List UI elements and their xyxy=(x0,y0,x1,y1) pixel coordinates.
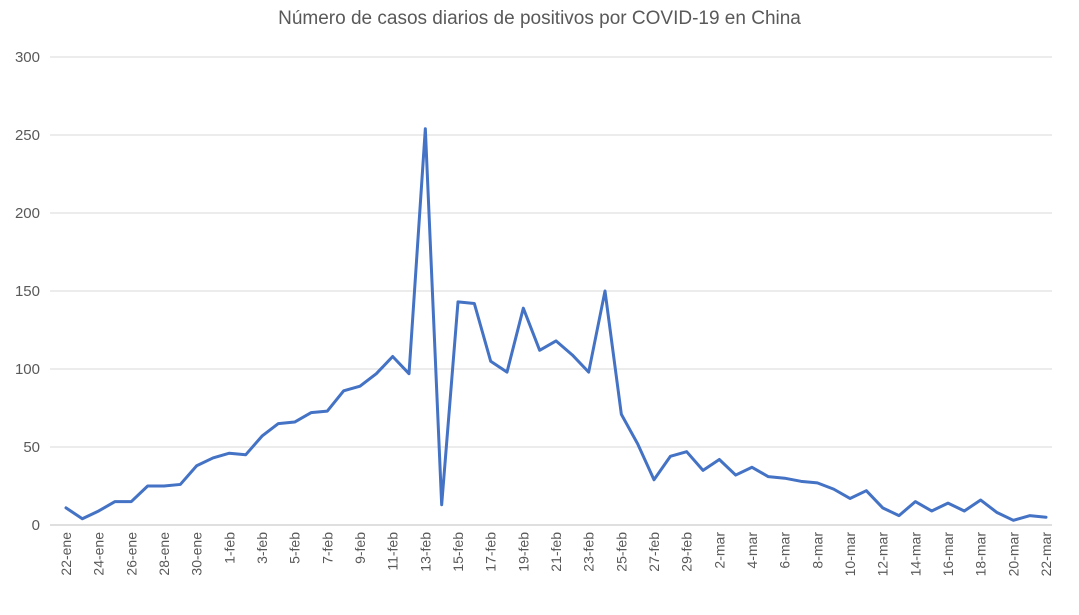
x-tick-label: 15-feb xyxy=(450,532,466,572)
y-tick-label: 100 xyxy=(15,361,40,378)
x-tick-label: 5-feb xyxy=(287,532,303,564)
x-tick-label: 30-ene xyxy=(189,532,205,576)
x-tick-label: 20-mar xyxy=(1005,532,1021,577)
x-tick-label: 1-feb xyxy=(221,532,237,564)
y-axis-ticks: 0 50 100 150 200 250 300 xyxy=(15,49,40,534)
x-tick-label: 21-feb xyxy=(548,532,564,572)
x-tick-label: 19-feb xyxy=(515,532,531,572)
x-tick-label: 23-feb xyxy=(581,532,597,572)
x-tick-label: 6-mar xyxy=(777,532,793,569)
x-tick-label: 24-ene xyxy=(91,532,107,576)
x-tick-label: 4-mar xyxy=(744,532,760,569)
y-tick-label: 50 xyxy=(23,439,40,456)
x-tick-label: 9-feb xyxy=(352,532,368,564)
y-tick-label: 200 xyxy=(15,205,40,222)
series-line-0 xyxy=(64,127,1048,522)
x-tick-label: 28-ene xyxy=(156,532,172,576)
x-tick-label: 8-mar xyxy=(809,532,825,569)
x-tick-label: 27-feb xyxy=(646,532,662,572)
x-tick-label: 29-feb xyxy=(679,532,695,572)
x-tick-label: 26-ene xyxy=(123,532,139,576)
y-tick-label: 300 xyxy=(15,49,40,66)
x-tick-label: 22-ene xyxy=(58,532,74,576)
x-tick-label: 2-mar xyxy=(711,532,727,569)
x-tick-label: 12-mar xyxy=(875,532,891,577)
x-tick-label: 7-feb xyxy=(319,532,335,564)
x-tick-label: 13-feb xyxy=(417,532,433,572)
x-tick-label: 25-feb xyxy=(613,532,629,572)
series-layer xyxy=(64,127,1048,522)
x-tick-label: 17-feb xyxy=(483,532,499,572)
x-tick-label: 3-feb xyxy=(254,532,270,564)
gridlines xyxy=(50,56,1052,526)
chart-title: Número de casos diarios de positivos por… xyxy=(278,8,801,29)
x-tick-label: 10-mar xyxy=(842,532,858,577)
x-tick-label: 11-feb xyxy=(385,532,401,571)
x-tick-label: 18-mar xyxy=(973,532,989,577)
y-tick-label: 150 xyxy=(15,283,40,300)
x-tick-label: 14-mar xyxy=(907,532,923,577)
x-tick-label: 22-mar xyxy=(1038,532,1054,577)
x-tick-label: 16-mar xyxy=(940,532,956,577)
y-tick-label: 0 xyxy=(32,517,40,534)
x-axis-ticks: 22-ene 24-ene 26-ene 28-ene 30-ene 1-feb 3-feb… xyxy=(58,532,1054,577)
y-tick-label: 250 xyxy=(15,127,40,144)
